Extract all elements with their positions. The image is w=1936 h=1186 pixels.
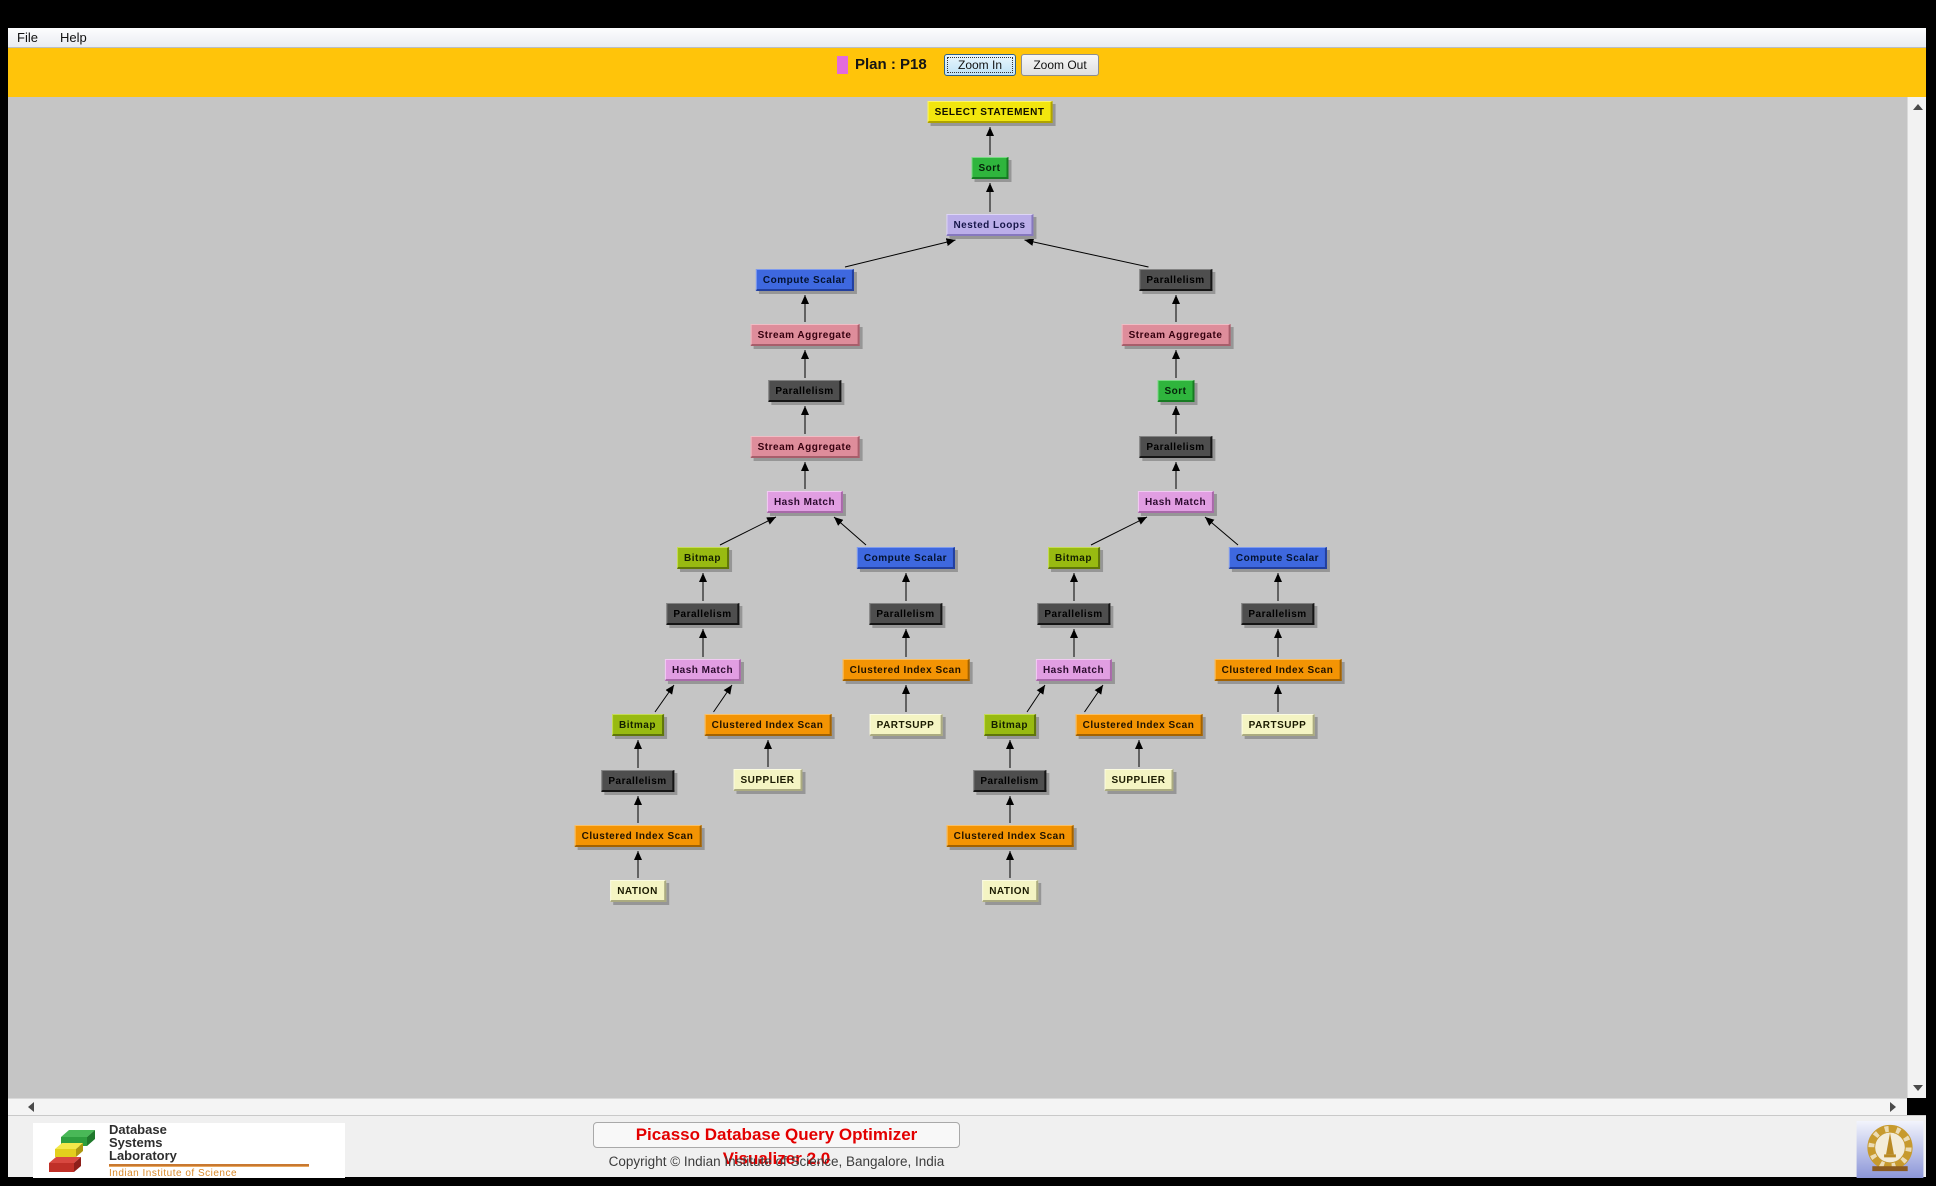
plan-node-sort[interactable]: Sort — [1157, 380, 1195, 402]
plan-node-clustered-index-scan[interactable]: Clustered Index Scan — [574, 825, 702, 847]
plan-label: Plan : P18 — [855, 56, 927, 73]
plan-node-clustered-index-scan[interactable]: Clustered Index Scan — [842, 659, 970, 681]
dsl-logo-box: Database Systems Laboratory Indian Insti… — [33, 1121, 345, 1179]
plan-node-hash-match[interactable]: Hash Match — [1035, 659, 1113, 681]
plan-node-nation[interactable]: NATION — [610, 880, 666, 902]
plan-node-bitmap[interactable]: Bitmap — [612, 714, 664, 736]
plan-node-supplier[interactable]: SUPPLIER — [1104, 769, 1174, 791]
plan-node-partsupp[interactable]: PARTSUPP — [1241, 714, 1315, 736]
plan-node-sort[interactable]: Sort — [971, 157, 1009, 179]
app-title: Picasso Database Query Optimizer Visuali… — [593, 1122, 960, 1168]
plan-node-stream-aggregate[interactable]: Stream Aggregate — [750, 324, 860, 346]
plan-tree-canvas: SELECT STATEMENT Sort Nested Loops Compute … — [8, 97, 1907, 1098]
zoom-out-button[interactable]: Zoom Out — [1021, 54, 1099, 76]
plan-node-parallelism[interactable]: Parallelism — [768, 380, 842, 402]
scroll-up-icon — [1912, 104, 1923, 110]
iisc-seal-logo — [1856, 1121, 1924, 1178]
dsl-rule — [109, 1163, 309, 1167]
menu-help[interactable]: Help — [59, 30, 87, 45]
zoom-in-button[interactable]: Zoom In — [944, 54, 1016, 76]
menu-file[interactable]: File — [17, 30, 38, 45]
plan-node-stream-aggregate[interactable]: Stream Aggregate — [1121, 324, 1231, 346]
footer: Database Systems Laboratory Indian Insti… — [8, 1115, 1926, 1179]
plan-node-clustered-index-scan[interactable]: Clustered Index Scan — [704, 714, 832, 736]
dsl-subtitle: Indian Institute of Science — [109, 1167, 238, 1179]
scroll-down-button[interactable] — [1909, 1080, 1926, 1096]
scroll-right-button[interactable] — [1884, 1099, 1901, 1115]
plan-node-parallelism[interactable]: Parallelism — [601, 770, 675, 792]
plan-node-nested-loops[interactable]: Nested Loops — [946, 214, 1034, 236]
scroll-up-button[interactable] — [1909, 99, 1926, 115]
plan-node-compute-scalar[interactable]: Compute Scalar — [1228, 547, 1328, 569]
plan-node-parallelism[interactable]: Parallelism — [1139, 436, 1213, 458]
plan-node-supplier[interactable]: SUPPLIER — [733, 769, 803, 791]
dsl-lab-name: Database Systems Laboratory — [109, 1121, 177, 1163]
plan-node-nation[interactable]: NATION — [982, 880, 1038, 902]
plan-node-parallelism[interactable]: Parallelism — [666, 603, 740, 625]
copyright-text: Copyright © Indian Institute of Science,… — [608, 1154, 945, 1169]
plan-edges — [634, 127, 1282, 878]
plan-node-hash-match[interactable]: Hash Match — [1137, 491, 1215, 513]
scroll-down-icon — [1912, 1085, 1923, 1091]
plan-node-parallelism[interactable]: Parallelism — [1241, 603, 1315, 625]
plan-node-bitmap[interactable]: Bitmap — [1048, 547, 1100, 569]
horizontal-scrollbar[interactable] — [8, 1098, 1907, 1115]
plan-node-parallelism[interactable]: Parallelism — [973, 770, 1047, 792]
plan-node-bitmap[interactable]: Bitmap — [984, 714, 1036, 736]
plan-color-swatch — [837, 56, 848, 74]
menu-bar: File Help — [8, 28, 1926, 48]
plan-node-compute-scalar[interactable]: Compute Scalar — [856, 547, 956, 569]
plan-node-parallelism[interactable]: Parallelism — [1037, 603, 1111, 625]
scroll-left-button[interactable] — [22, 1099, 39, 1115]
plan-node-partsupp[interactable]: PARTSUPP — [869, 714, 943, 736]
plan-node-clustered-index-scan[interactable]: Clustered Index Scan — [1075, 714, 1203, 736]
plan-node-hash-match[interactable]: Hash Match — [766, 491, 844, 513]
plan-toolbar: Plan : P18 Zoom In Zoom Out — [8, 48, 1926, 97]
plan-node-clustered-index-scan[interactable]: Clustered Index Scan — [946, 825, 1074, 847]
plan-node-select-statement[interactable]: SELECT STATEMENT — [927, 101, 1053, 123]
vertical-scrollbar[interactable] — [1907, 97, 1926, 1098]
scroll-right-icon — [1889, 1102, 1896, 1112]
plan-node-stream-aggregate[interactable]: Stream Aggregate — [750, 436, 860, 458]
plan-node-hash-match[interactable]: Hash Match — [664, 659, 742, 681]
plan-node-bitmap[interactable]: Bitmap — [677, 547, 729, 569]
plan-node-parallelism[interactable]: Parallelism — [869, 603, 943, 625]
plan-node-parallelism[interactable]: Parallelism — [1139, 269, 1213, 291]
dsl-bricks-icon — [49, 1129, 95, 1172]
scroll-left-icon — [27, 1102, 34, 1112]
plan-node-compute-scalar[interactable]: Compute Scalar — [755, 269, 855, 291]
plan-node-clustered-index-scan[interactable]: Clustered Index Scan — [1214, 659, 1342, 681]
